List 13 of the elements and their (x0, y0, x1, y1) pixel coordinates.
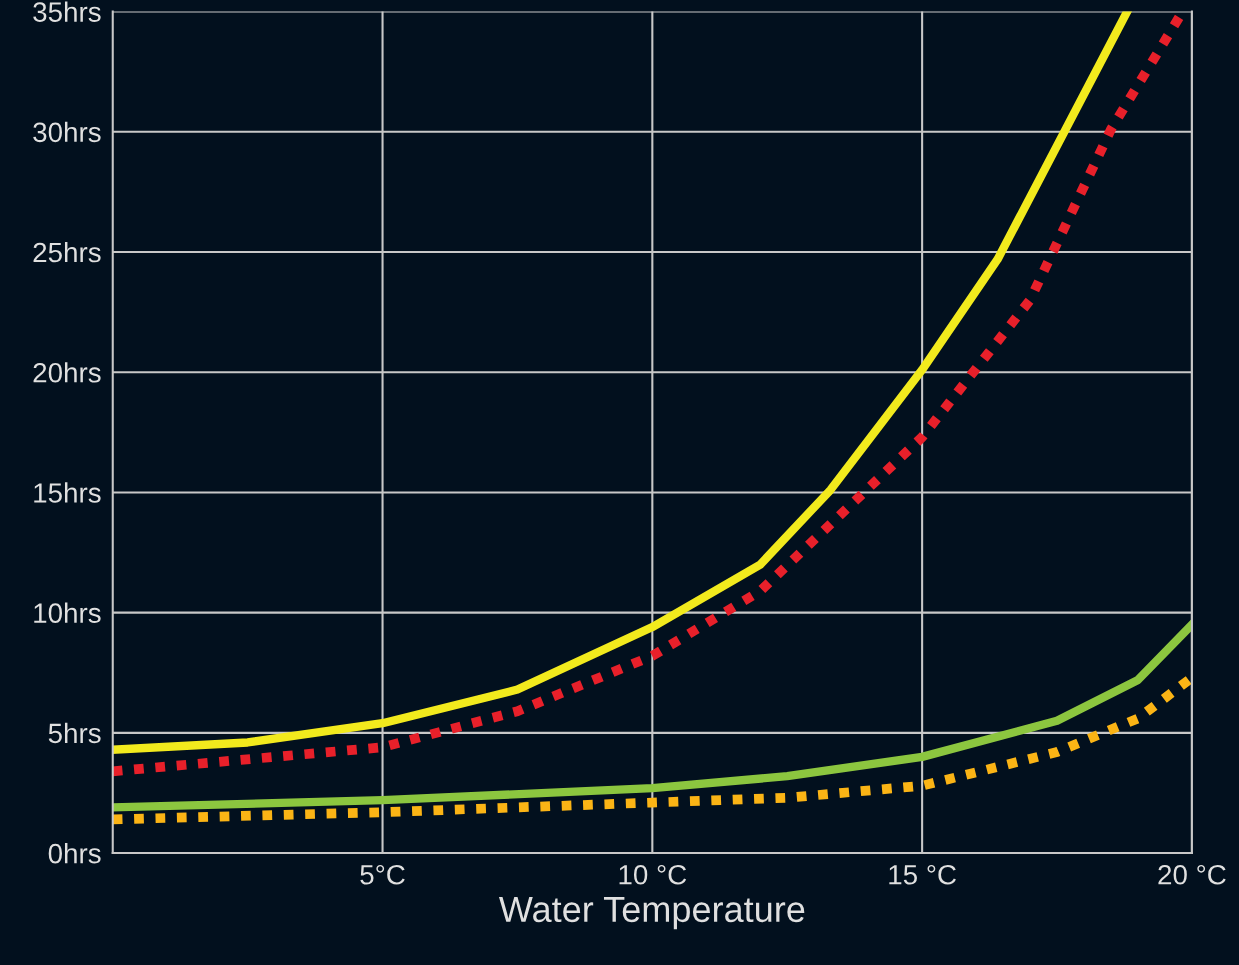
y-tick-label: 35hrs (33, 1, 101, 22)
y-tick-label: 10hrs (34, 602, 101, 623)
x-tick-label: 10 °C (619, 864, 687, 885)
x-tick-label: 5°C (360, 864, 405, 885)
x-tick-label: 15 °C (889, 864, 956, 885)
y-tick-label: 15hrs (34, 482, 101, 503)
y-tick-label: 5hrs (48, 722, 101, 744)
x-tick-label: 20 °C (1158, 864, 1226, 885)
x-axis-title: Water Temperature (498, 896, 805, 930)
y-tick-label: 20hrs (33, 362, 101, 383)
y-tick-label: 0hrs (48, 842, 101, 864)
y-tick-label: 25hrs (33, 241, 101, 263)
y-tick-label: 30hrs (33, 121, 101, 143)
